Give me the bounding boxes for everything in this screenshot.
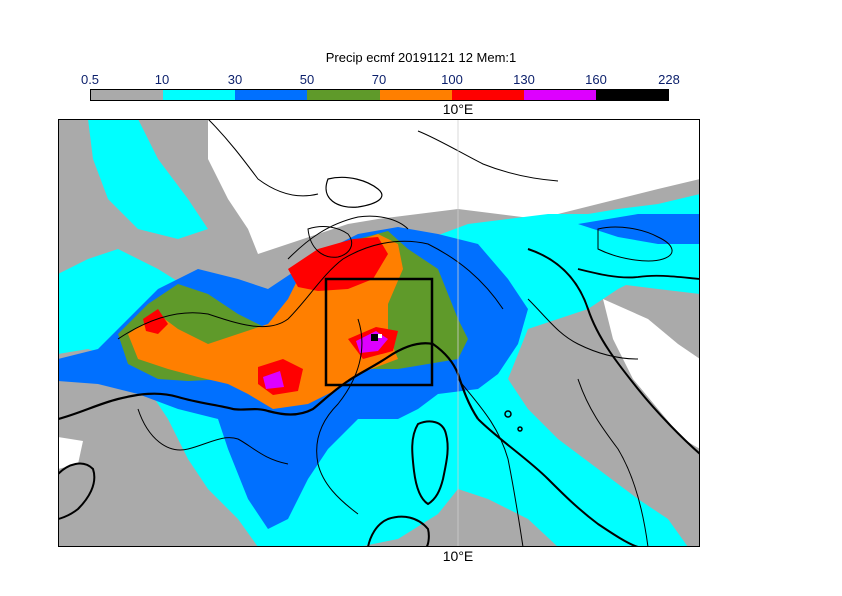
precip-map[interactable] bbox=[58, 119, 700, 547]
small-island bbox=[504, 410, 512, 418]
colorbar-label: 160 bbox=[585, 72, 607, 87]
colorbar-segment bbox=[379, 90, 452, 100]
precip-160-228-white-cell bbox=[378, 334, 382, 338]
coastline-italy bbox=[477, 418, 639, 547]
contour-line bbox=[307, 226, 353, 258]
map-title: Precip ecmf 20191121 12 Mem:1 bbox=[325, 50, 517, 65]
colorbar-label: 130 bbox=[513, 72, 535, 87]
colorbar-segment bbox=[91, 90, 164, 100]
colorbar-segment bbox=[163, 90, 236, 100]
colorbar-label: 0.5 bbox=[80, 72, 100, 87]
coastline-france bbox=[58, 342, 479, 421]
longitude-label-top: 10°E bbox=[442, 101, 474, 117]
small-island bbox=[517, 426, 523, 432]
contour-line bbox=[207, 119, 319, 197]
colorbar-label: 50 bbox=[299, 72, 315, 87]
colorbar-segment bbox=[307, 90, 380, 100]
coastline-east bbox=[577, 268, 700, 280]
contour-line bbox=[417, 130, 559, 182]
dry-land-north bbox=[208, 119, 700, 254]
precip-100-130-b bbox=[143, 309, 168, 334]
precip-10-30-east bbox=[598, 249, 700, 294]
focus-box bbox=[324, 277, 434, 387]
map-frame bbox=[58, 119, 700, 547]
contour-line bbox=[457, 378, 524, 547]
precip-30-50-east bbox=[578, 214, 700, 244]
dry-land-southwest bbox=[58, 437, 83, 469]
dry-land-east bbox=[603, 299, 700, 449]
contour-line bbox=[117, 240, 504, 340]
coastline-iberia bbox=[58, 462, 96, 520]
precip-160-228 bbox=[371, 334, 378, 341]
precip-colorbar bbox=[90, 89, 669, 101]
colorbar-label: 30 bbox=[227, 72, 243, 87]
contour-line bbox=[316, 318, 363, 515]
colorbar-label: 70 bbox=[371, 72, 387, 87]
longitude-label-bottom: 10°E bbox=[442, 548, 474, 564]
colorbar-segment bbox=[235, 90, 308, 100]
contour-line bbox=[137, 408, 289, 465]
precip-130-160 bbox=[263, 371, 284, 389]
sardinia-island bbox=[366, 515, 430, 547]
corsica-island bbox=[411, 420, 449, 506]
colorbar-segment bbox=[595, 90, 668, 100]
colorbar-label: 228 bbox=[658, 72, 680, 87]
precip-10-30-west bbox=[88, 119, 208, 239]
colorbar-segment bbox=[523, 90, 596, 100]
contour-line bbox=[287, 215, 409, 260]
contour-line bbox=[325, 176, 383, 208]
contour-line bbox=[527, 298, 639, 360]
contour-line bbox=[597, 226, 673, 262]
contour-line bbox=[577, 378, 649, 547]
colorbar-segment bbox=[451, 90, 524, 100]
colorbar-label: 10 bbox=[154, 72, 170, 87]
coastline-adriatic bbox=[527, 248, 700, 455]
precip-100-130 bbox=[288, 237, 388, 291]
colorbar-label: 100 bbox=[441, 72, 463, 87]
